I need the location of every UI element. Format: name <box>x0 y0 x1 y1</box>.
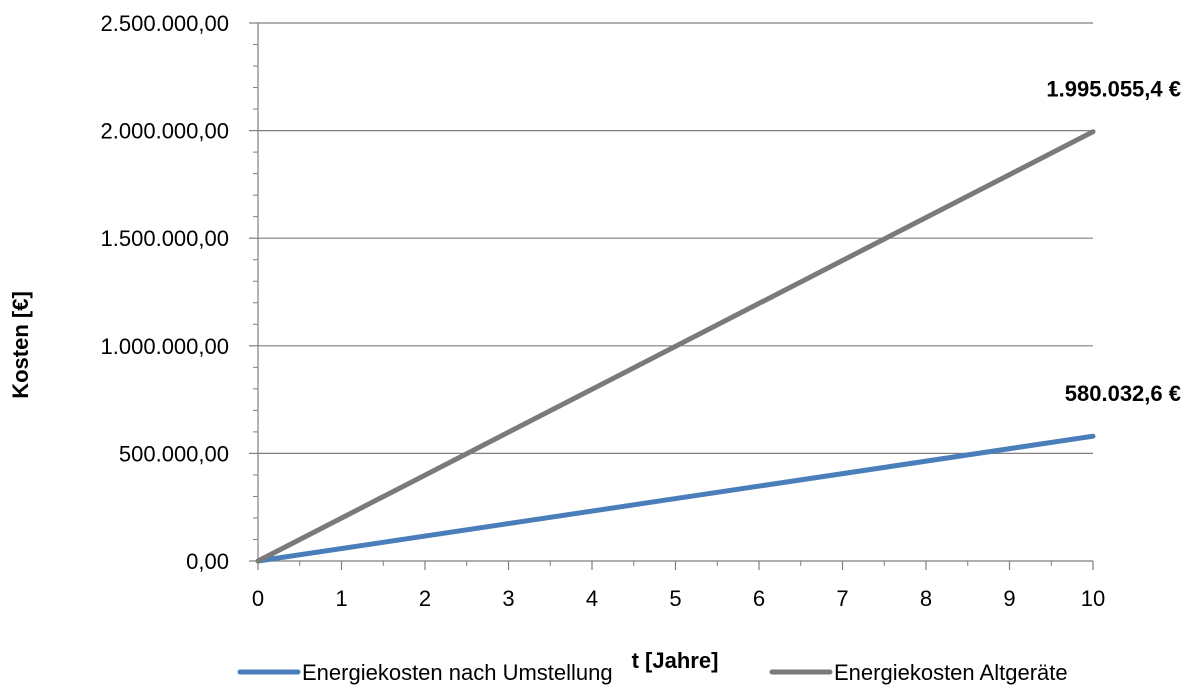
x-tick-label: 9 <box>1003 586 1015 611</box>
y-axis-title: Kosten [€] <box>8 291 33 399</box>
x-tick-label: 5 <box>669 586 681 611</box>
series-lines <box>255 129 1096 564</box>
x-tick-label: 7 <box>836 586 848 611</box>
y-tick-label: 1.000.000,00 <box>101 334 229 359</box>
legend-label-1: Energiekosten nach Umstellung <box>302 660 613 685</box>
x-tick-label: 6 <box>753 586 765 611</box>
data-label-1: 580.032,6 € <box>1065 381 1181 406</box>
x-tick-label: 8 <box>920 586 932 611</box>
x-tick-label: 4 <box>586 586 598 611</box>
axes <box>249 22 1094 570</box>
x-tick-label: 3 <box>502 586 514 611</box>
series-line-2 <box>255 129 1096 564</box>
y-tick-label: 1.500.000,00 <box>101 226 229 251</box>
y-tick-label: 2.000.000,00 <box>101 119 229 144</box>
x-tick-label: 1 <box>335 586 347 611</box>
x-tick-label: 0 <box>252 586 264 611</box>
data-labels: 580.032,6 € 1.995.055,4 € <box>1046 77 1181 407</box>
x-tick-labels: 0 1 2 3 4 5 6 7 8 9 10 <box>252 586 1105 611</box>
x-tick-label: 2 <box>419 586 431 611</box>
x-tick-label: 10 <box>1081 586 1105 611</box>
y-tick-label: 0,00 <box>186 549 229 574</box>
data-label-2: 1.995.055,4 € <box>1046 77 1181 102</box>
y-tick-label: 500.000,00 <box>119 441 229 466</box>
gridlines <box>258 22 1093 454</box>
legend-label-2: Energiekosten Altgeräte <box>834 660 1068 685</box>
y-tick-labels: 0,00 500.000,00 1.000.000,00 1.500.000,00 2.… <box>101 11 229 574</box>
series-line-1 <box>255 433 1096 564</box>
x-axis-title: t [Jahre] <box>632 648 719 673</box>
legend: Energiekosten nach Umstellung Energiekost… <box>237 660 1068 685</box>
y-tick-label: 2.500.000,00 <box>101 11 229 36</box>
